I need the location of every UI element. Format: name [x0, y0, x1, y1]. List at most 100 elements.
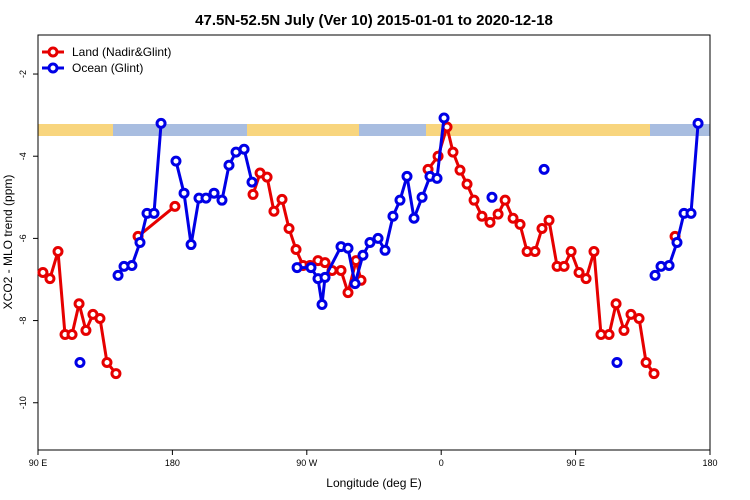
- data-point: [408, 212, 420, 224]
- plot-frame: [37, 34, 711, 451]
- data-point: [148, 207, 160, 219]
- data-point: [671, 237, 683, 248]
- data-point: [110, 368, 122, 380]
- legend-label: Land (Nadir&Glint): [72, 45, 171, 59]
- data-point: [588, 246, 600, 258]
- data-point: [416, 191, 428, 203]
- chart-title: 47.5N-52.5N July (Ver 10) 2015-01-01 to …: [195, 12, 553, 29]
- legend-marker: [47, 62, 59, 74]
- land-band: [38, 124, 113, 136]
- data-point: [438, 112, 450, 124]
- data-point: [342, 242, 354, 254]
- data-point: [101, 356, 113, 368]
- data-point: [66, 329, 78, 341]
- data-point: [663, 260, 675, 272]
- data-point: [401, 170, 413, 182]
- land-band: [247, 124, 359, 136]
- data-point: [565, 246, 577, 258]
- data-point: [431, 172, 443, 184]
- data-point: [507, 212, 519, 224]
- data-point: [633, 313, 645, 325]
- data-point: [529, 246, 541, 258]
- data-point: [178, 187, 190, 199]
- data-point: [492, 208, 504, 220]
- legend-label: Ocean (Glint): [72, 61, 143, 75]
- data-point: [290, 243, 302, 255]
- data-point: [94, 313, 106, 325]
- data-point: [170, 155, 182, 167]
- data-point: [261, 171, 273, 183]
- data-point: [649, 269, 661, 281]
- ocean-band: [113, 124, 247, 136]
- data-point: [316, 299, 328, 311]
- data-point: [476, 210, 488, 222]
- data-point: [648, 368, 660, 380]
- data-point: [37, 266, 49, 278]
- data-point: [319, 257, 331, 269]
- data-point: [80, 324, 92, 336]
- data-point: [342, 287, 354, 299]
- data-point: [155, 117, 167, 129]
- data-point: [447, 146, 459, 158]
- x-tick-label: 180: [702, 458, 717, 468]
- data-point: [357, 249, 369, 261]
- data-point: [291, 262, 303, 274]
- land-ocean-strip: [38, 124, 710, 136]
- data-point: [185, 239, 197, 251]
- data-point: [246, 176, 258, 188]
- y-tick-label: -8: [18, 317, 28, 325]
- data-point: [685, 207, 697, 219]
- data-point: [305, 262, 317, 274]
- data-point: [610, 298, 622, 310]
- data-point: [454, 164, 466, 176]
- data-point: [283, 223, 295, 235]
- legend-marker: [47, 46, 59, 58]
- data-point: [611, 356, 623, 368]
- x-axis-label: Longitude (deg E): [326, 476, 421, 490]
- data-point: [319, 271, 331, 283]
- data-point: [208, 187, 220, 199]
- data-point: [169, 200, 181, 212]
- data-point: [573, 266, 585, 278]
- data-point: [618, 324, 630, 336]
- data-point: [276, 193, 288, 205]
- data-point: [468, 194, 480, 206]
- data-point: [379, 244, 391, 256]
- data-point: [372, 232, 384, 244]
- data-point: [484, 216, 496, 228]
- data-point: [625, 308, 637, 320]
- data-point: [536, 223, 548, 235]
- series-line: [116, 117, 700, 305]
- data-point: [514, 218, 526, 230]
- y-tick-label: -4: [18, 152, 28, 160]
- data-point: [247, 188, 259, 200]
- data-point: [499, 194, 511, 206]
- data-point: [268, 205, 280, 217]
- data-point: [52, 246, 64, 258]
- data-point: [394, 194, 406, 206]
- data-point: [486, 191, 498, 203]
- data-point: [223, 159, 235, 171]
- x-tick-label: 0: [439, 458, 444, 468]
- data-point: [126, 260, 138, 272]
- data-point: [640, 356, 652, 368]
- ocean-band: [359, 124, 426, 136]
- data-point: [112, 269, 124, 281]
- y-tick-label: -10: [18, 396, 28, 409]
- data-point: [461, 178, 473, 190]
- x-tick-label: 90 E: [566, 458, 585, 468]
- data-point: [200, 192, 212, 204]
- y-tick-label: -6: [18, 234, 28, 242]
- data-point: [692, 117, 704, 129]
- land-band: [426, 124, 650, 136]
- data-point: [44, 273, 56, 285]
- y-axis-label: XCO2 - MLO trend (ppm): [1, 175, 15, 310]
- x-tick-label: 180: [165, 458, 180, 468]
- data-point: [603, 329, 615, 341]
- data-point: [558, 260, 570, 272]
- data-point: [538, 163, 550, 175]
- data-point: [580, 273, 592, 285]
- data-point: [134, 237, 146, 248]
- data-point: [387, 210, 399, 222]
